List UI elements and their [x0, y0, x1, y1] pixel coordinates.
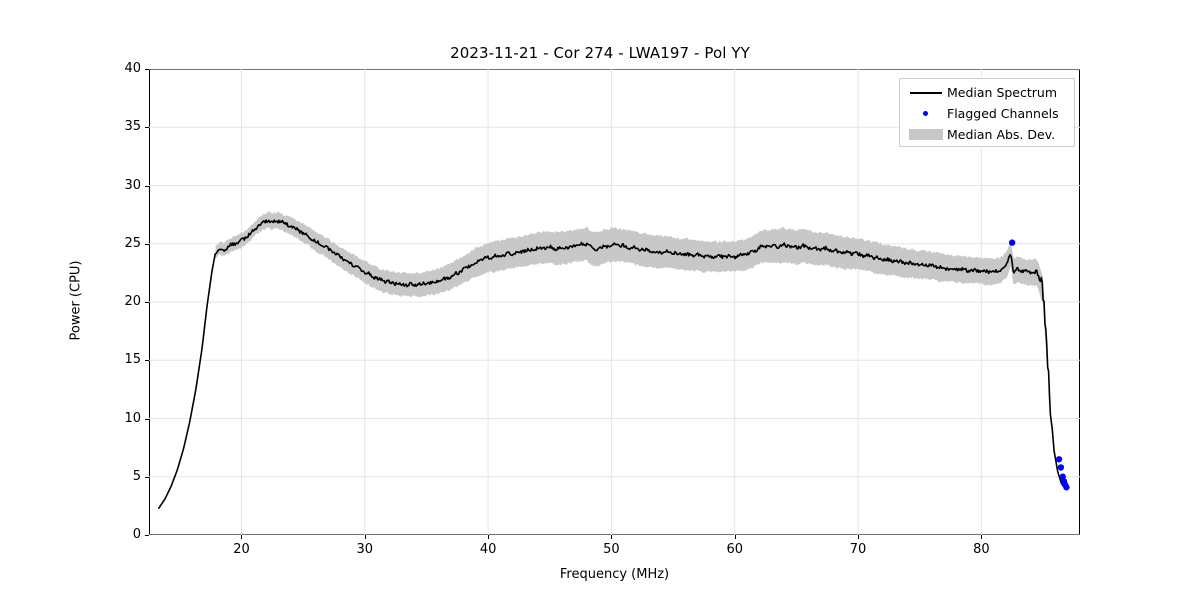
y-tick-mark	[145, 418, 149, 420]
y-tick-label: 10	[124, 410, 141, 426]
x-tick-label: 40	[479, 542, 497, 557]
y-tick-label: 25	[124, 235, 141, 251]
x-tick-label: 30	[356, 542, 374, 557]
y-tick-mark	[145, 69, 149, 70]
median-spectrum-line	[158, 219, 1066, 509]
y-tick-label: 35	[124, 119, 141, 135]
y-tick-label: 15	[124, 352, 141, 368]
y-tick-label: 5	[132, 468, 141, 484]
legend-item-flagged-channels: Flagged Channels	[900, 103, 1074, 124]
y-tick-mark	[145, 127, 149, 129]
x-tick-label: 20	[233, 542, 250, 557]
x-tick-label: 50	[603, 542, 620, 557]
x-tick-mark	[364, 535, 366, 539]
legend-line-icon	[905, 82, 947, 103]
x-tick-mark	[611, 535, 613, 539]
spectrum-plot-svg	[149, 69, 1080, 535]
y-tick-label: 40	[124, 61, 141, 76]
flagged-channel-points	[1008, 239, 1070, 491]
x-tick-mark	[734, 535, 736, 539]
legend: Median Spectrum Flagged Channels Median …	[899, 78, 1075, 147]
x-tick-mark	[981, 535, 983, 539]
y-tick-label: 30	[124, 177, 141, 193]
legend-label: Median Spectrum	[947, 85, 1058, 100]
legend-item-median-spectrum: Median Spectrum	[900, 82, 1074, 103]
legend-dot-icon	[905, 103, 947, 124]
legend-patch-icon	[905, 124, 947, 145]
y-tick-mark	[145, 360, 149, 362]
y-tick-mark	[145, 243, 149, 245]
gridlines	[149, 69, 1080, 535]
legend-label: Median Abs. Dev.	[947, 127, 1056, 142]
y-tick-label: 0	[132, 527, 141, 542]
y-axis-label: Power (CPU)	[68, 260, 84, 341]
y-tick-label: 20	[124, 294, 141, 309]
legend-item-median-abs-dev: Median Abs. Dev.	[900, 124, 1074, 145]
x-tick-mark	[488, 535, 490, 539]
y-tick-mark	[145, 535, 149, 536]
x-tick-mark	[858, 535, 860, 539]
x-tick-label: 80	[973, 542, 990, 557]
x-axis-label: Frequency (MHz)	[559, 567, 670, 582]
median-abs-dev-band	[215, 211, 1047, 363]
y-tick-mark	[145, 302, 149, 303]
x-tick-label: 70	[849, 542, 867, 557]
y-tick-mark	[145, 476, 149, 478]
x-tick-mark	[241, 535, 243, 539]
legend-label: Flagged Channels	[947, 106, 1059, 121]
y-tick-mark	[145, 185, 149, 187]
page-title: 2023-11-21 - Cor 274 - LWA197 - Pol YY	[450, 44, 750, 62]
x-tick-label: 60	[726, 542, 743, 557]
